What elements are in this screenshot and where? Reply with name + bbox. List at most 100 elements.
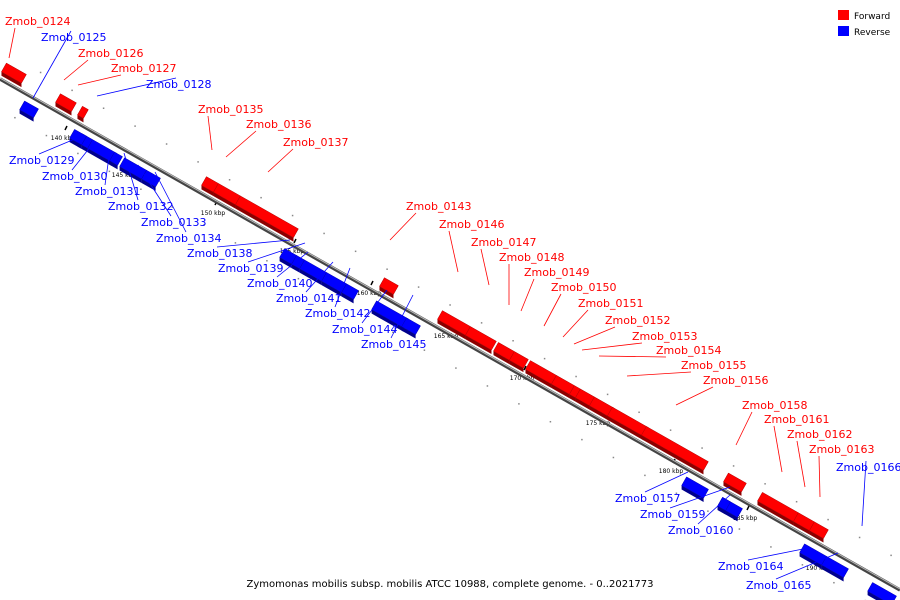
tick-mark bbox=[370, 280, 374, 286]
gene-label[interactable]: Zmob_0128 bbox=[146, 78, 211, 91]
label-leader bbox=[796, 440, 806, 488]
guide-dot bbox=[486, 385, 489, 387]
gene-label[interactable]: Zmob_0127 bbox=[111, 62, 176, 75]
gene-label[interactable]: Zmob_0133 bbox=[141, 216, 206, 229]
label-leader bbox=[104, 149, 111, 186]
gene-label[interactable]: Zmob_0141 bbox=[276, 292, 341, 305]
gene-label[interactable]: Zmob_0124 bbox=[5, 15, 70, 28]
label-leader bbox=[71, 140, 96, 171]
gene-label[interactable]: Zmob_0166 bbox=[836, 461, 900, 474]
gene-label[interactable]: Zmob_0150 bbox=[551, 281, 616, 294]
gene-glyph-zmob-0156[interactable] bbox=[641, 426, 709, 471]
gene-label[interactable]: Zmob_0126 bbox=[78, 47, 143, 60]
gene-glyph-side bbox=[525, 369, 552, 389]
label-leader bbox=[775, 552, 839, 580]
gene-label[interactable]: Zmob_0158 bbox=[742, 399, 807, 412]
gene-glyph-zmob-0137[interactable] bbox=[235, 195, 299, 238]
gene-glyph-zmob-0134[interactable] bbox=[141, 169, 161, 188]
gene-label[interactable]: Zmob_0157 bbox=[615, 492, 680, 505]
gene-glyph-zmob-0166[interactable] bbox=[867, 582, 897, 600]
guide-dot bbox=[260, 196, 262, 199]
gene-label[interactable]: Zmob_0155 bbox=[681, 359, 746, 372]
legend-forward-swatch bbox=[838, 10, 849, 20]
gene-glyph-side bbox=[569, 394, 576, 402]
gene-glyph-zmob-0124[interactable] bbox=[1, 62, 27, 84]
gene-glyph-side bbox=[321, 281, 342, 297]
gene-label[interactable]: Zmob_0153 bbox=[632, 330, 697, 343]
guide-dot bbox=[675, 492, 678, 495]
guide-dot bbox=[203, 224, 205, 226]
label-leader bbox=[747, 547, 809, 561]
gene-label[interactable]: Zmob_0160 bbox=[668, 524, 733, 537]
label-leader bbox=[123, 152, 139, 201]
gene-glyph-zmob-0143[interactable] bbox=[379, 277, 399, 295]
gene-glyph-zmob-0160[interactable] bbox=[717, 496, 731, 511]
gene-glyph-zmob-0157[interactable] bbox=[681, 476, 709, 499]
tick-mark bbox=[64, 125, 68, 131]
gene-label[interactable]: Zmob_0165 bbox=[746, 579, 811, 592]
gene-glyph-zmob-0145[interactable] bbox=[401, 317, 421, 335]
gene-glyph-zmob-0126[interactable] bbox=[55, 93, 77, 112]
gene-label[interactable]: Zmob_0135 bbox=[198, 103, 263, 116]
guide-dot bbox=[360, 313, 363, 316]
gene-label[interactable]: Zmob_0156 bbox=[703, 374, 768, 387]
tick-label: 180 kbp bbox=[659, 468, 684, 475]
gene-glyph-zmob-0163[interactable] bbox=[809, 521, 829, 539]
guide-dot bbox=[266, 260, 268, 262]
gene-glyph-zmob-0132[interactable] bbox=[109, 151, 123, 166]
label-leader bbox=[334, 267, 351, 308]
tick-label: 160 kbp bbox=[357, 290, 382, 297]
gene-label[interactable]: Zmob_0136 bbox=[246, 118, 311, 131]
gene-label[interactable]: Zmob_0159 bbox=[640, 508, 705, 521]
gene-label[interactable]: Zmob_0140 bbox=[247, 277, 312, 290]
gene-label[interactable]: Zmob_0125 bbox=[41, 31, 106, 44]
gene-glyph-zmob-0142[interactable] bbox=[341, 283, 359, 300]
gene-label[interactable]: Zmob_0144 bbox=[332, 323, 397, 336]
gene-label[interactable]: Zmob_0146 bbox=[439, 218, 504, 231]
label-leader bbox=[480, 248, 490, 286]
gene-label[interactable]: Zmob_0139 bbox=[218, 262, 283, 275]
gene-label[interactable]: Zmob_0134 bbox=[156, 232, 221, 245]
gene-label[interactable]: Zmob_0132 bbox=[108, 200, 173, 213]
gene-label[interactable]: Zmob_0138 bbox=[187, 247, 252, 260]
gene-glyph-zmob-0165[interactable] bbox=[821, 556, 849, 578]
gene-label[interactable]: Zmob_0151 bbox=[578, 297, 643, 310]
gene-glyph-zmob-0147[interactable] bbox=[465, 326, 497, 351]
guide-dot bbox=[512, 339, 514, 342]
gene-glyph-side bbox=[87, 148, 112, 166]
tick-label: 150 kbp bbox=[201, 210, 226, 217]
gene-label[interactable]: Zmob_0154 bbox=[656, 344, 721, 357]
guide-dot bbox=[329, 295, 331, 298]
gene-glyph-side bbox=[19, 109, 34, 122]
gene-label[interactable]: Zmob_0149 bbox=[524, 266, 589, 279]
gene-label[interactable]: Zmob_0131 bbox=[75, 185, 140, 198]
gene-glyph-zmob-0149[interactable] bbox=[509, 351, 529, 369]
gene-label[interactable]: Zmob_0145 bbox=[361, 338, 426, 351]
gene-label[interactable]: Zmob_0164 bbox=[718, 560, 783, 573]
gene-label[interactable]: Zmob_0143 bbox=[406, 200, 471, 213]
guide-dot bbox=[770, 546, 772, 548]
gene-label[interactable]: Zmob_0152 bbox=[605, 314, 670, 327]
gene-label[interactable]: Zmob_0130 bbox=[42, 170, 107, 183]
guide-dot bbox=[197, 161, 199, 163]
guide-dot bbox=[39, 71, 42, 74]
label-leader bbox=[38, 135, 83, 155]
guide-dot bbox=[323, 232, 325, 235]
gene-label[interactable]: Zmob_0161 bbox=[764, 413, 829, 426]
guide-dot bbox=[833, 581, 835, 584]
gene-label[interactable]: Zmob_0163 bbox=[809, 443, 874, 456]
gene-label[interactable]: Zmob_0148 bbox=[499, 251, 564, 264]
gene-label[interactable]: Zmob_0129 bbox=[9, 154, 74, 167]
gene-label[interactable]: Zmob_0137 bbox=[283, 136, 348, 149]
gene-label[interactable]: Zmob_0162 bbox=[787, 428, 852, 441]
gene-label[interactable]: Zmob_0142 bbox=[305, 307, 370, 320]
gene-label[interactable]: Zmob_0147 bbox=[471, 236, 536, 249]
guide-dot bbox=[795, 500, 798, 503]
guide-dot bbox=[858, 536, 861, 539]
gene-glyph-zmob-0125[interactable] bbox=[19, 100, 39, 118]
gene-glyph-zmob-0158[interactable] bbox=[723, 472, 747, 493]
legend-reverse-swatch bbox=[838, 26, 849, 36]
label-leaders bbox=[8, 27, 867, 580]
gene-glyph-zmob-0127[interactable] bbox=[77, 105, 89, 119]
guide-dot bbox=[77, 152, 79, 155]
